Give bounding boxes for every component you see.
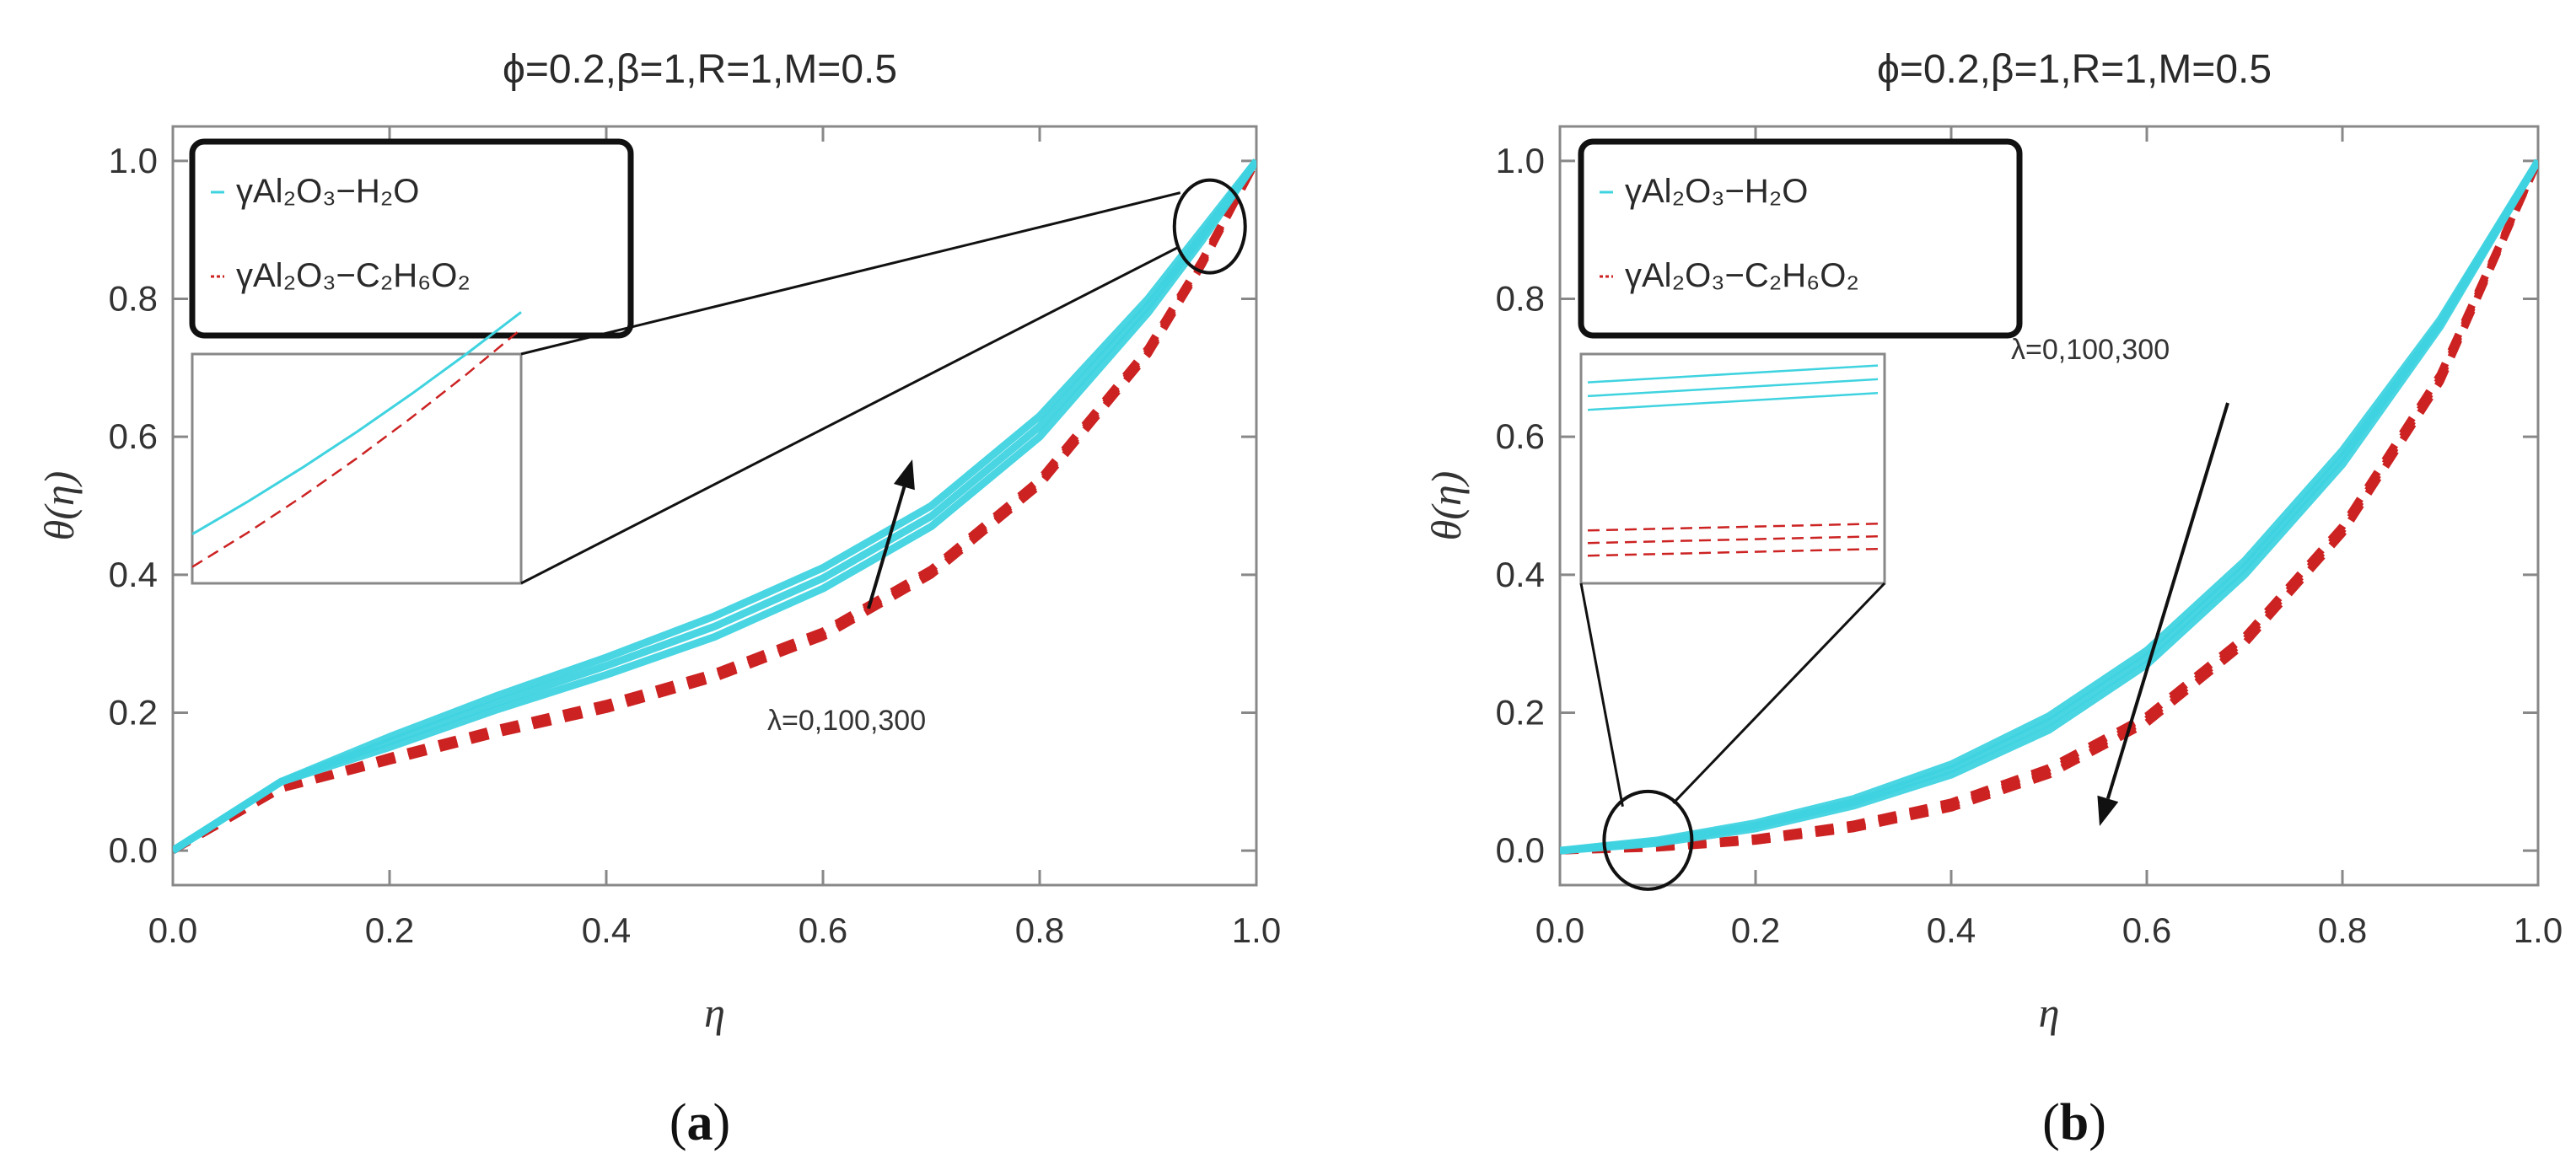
inset-line-glycol-2 (1587, 547, 1879, 557)
y-tick-label: 0.2 (1496, 692, 1545, 732)
x-tick-label: 0.0 (1535, 910, 1584, 950)
y-tick-label: 0.4 (109, 555, 158, 594)
series-group (173, 158, 1256, 855)
x-axis-label: η (704, 989, 725, 1036)
y-tick-label: 0.8 (109, 279, 158, 319)
legend-entry: γAl₂O₃−H₂O (236, 173, 419, 210)
inset-frame (1579, 352, 1886, 585)
zoom-inset (191, 311, 523, 585)
x-axis-label: η (2039, 989, 2060, 1036)
callout-line-bottom (520, 246, 1179, 585)
x-tick-label: 0.8 (1015, 910, 1064, 950)
x-tick-label: 0.4 (582, 910, 631, 950)
series-line-glycol-5 (173, 158, 1256, 855)
inset-line-water-1 (1587, 378, 1879, 398)
callout-line-right (1672, 582, 1886, 804)
inset-line-water-0 (1587, 364, 1879, 384)
legend-entry: γAl₂O₃−H₂O (1625, 173, 1808, 210)
y-axis-label: θ(η) (35, 471, 83, 541)
legend-entry: γAl₂O₃−C₂H₆O₂ (1625, 257, 1859, 294)
x-tick-label: 0.8 (2318, 910, 2367, 950)
inset-line-glycol-1 (1587, 534, 1879, 545)
lambda-arrow-shaft (867, 486, 906, 609)
legend-box (189, 138, 634, 339)
series-group (1560, 158, 2538, 855)
lambda-annotation: λ=0,100,300 (2011, 334, 2170, 366)
panel-label-letter: b (2060, 1094, 2089, 1151)
inset-line-glycol-0 (1587, 523, 1879, 532)
panel-label-letter: a (687, 1094, 713, 1151)
y-tick-label: 1.0 (109, 141, 158, 180)
legend: γAl₂O₃−H₂O γAl₂O₃−C₂H₆O₂ (1578, 138, 2023, 339)
zoom-circle (1172, 178, 1247, 275)
inset-frame (191, 352, 523, 585)
chart-title: ϕ=0.2,β=1,R=1,M=0.5 (503, 47, 897, 92)
x-tick-label: 0.2 (1731, 910, 1780, 950)
y-tick-label: 0.0 (1496, 830, 1545, 870)
callout-line-top (520, 191, 1181, 356)
callout-line-left (1579, 582, 1624, 808)
x-tick-label: 0.2 (365, 910, 414, 950)
x-tick-label: 1.0 (1232, 910, 1281, 950)
plot-frame (1558, 125, 2540, 887)
legend: γAl₂O₃−H₂O γAl₂O₃−C₂H₆O₂ (189, 138, 634, 339)
panel-a-chart: 0.0 0.2 0.4 0.6 0.8 1.0 0.0 0.2 0.4 0.6 0.8 1.0 ϕ=0.… (35, 47, 1281, 1151)
series-line-water-2 (1560, 158, 2538, 855)
lambda-arrow-head (2097, 795, 2119, 826)
y-tick-label: 0.4 (1496, 555, 1545, 594)
zoom-inset (1579, 352, 1886, 585)
inset-line-glycol (191, 328, 522, 568)
panel-label-close: ) (2089, 1094, 2106, 1151)
zoom-circle (1602, 789, 1694, 891)
legend-entry: γAl₂O₃−C₂H₆O₂ (236, 257, 471, 294)
y-tick-label: 0.8 (1496, 279, 1545, 319)
panel-label: (b) (2042, 1094, 2106, 1151)
chart-title: ϕ=0.2,β=1,R=1,M=0.5 (1877, 47, 2272, 92)
series-line-water-2 (173, 158, 1256, 854)
inset-line-water-2 (1587, 391, 1879, 411)
y-tick-label: 1.0 (1496, 141, 1545, 180)
y-tick-label: 0.2 (109, 692, 158, 732)
panel-b-chart: 0.0 0.2 0.4 0.6 0.8 1.0 0.0 0.2 0.4 0.6 0.8 1.0 ϕ=0.… (1422, 47, 2563, 1151)
y-tick-label: 0.6 (1496, 416, 1545, 456)
panel-label-open: ( (670, 1094, 687, 1151)
panel-label: (a) (670, 1094, 730, 1151)
legend-box (1578, 138, 2023, 339)
x-tick-label: 1.0 (2514, 910, 2563, 950)
x-tick-label: 0.0 (148, 910, 197, 950)
y-axis-label: θ(η) (1422, 471, 1470, 541)
x-tick-label: 0.4 (1927, 910, 1976, 950)
inset-line-water (191, 311, 522, 535)
y-tick-label: 0.6 (109, 416, 158, 456)
x-tick-label: 0.6 (799, 910, 847, 950)
series-line-glycol-5 (1560, 159, 2538, 855)
panel-label-open: ( (2042, 1094, 2060, 1151)
panel-label-close: ) (713, 1094, 731, 1151)
lambda-annotation: λ=0,100,300 (767, 705, 926, 737)
plot-frame (171, 125, 1258, 887)
x-tick-label: 0.6 (2122, 910, 2171, 950)
lambda-arrow-head (893, 459, 915, 491)
lambda-arrow-shaft (2105, 402, 2229, 800)
y-tick-label: 0.0 (109, 830, 158, 870)
